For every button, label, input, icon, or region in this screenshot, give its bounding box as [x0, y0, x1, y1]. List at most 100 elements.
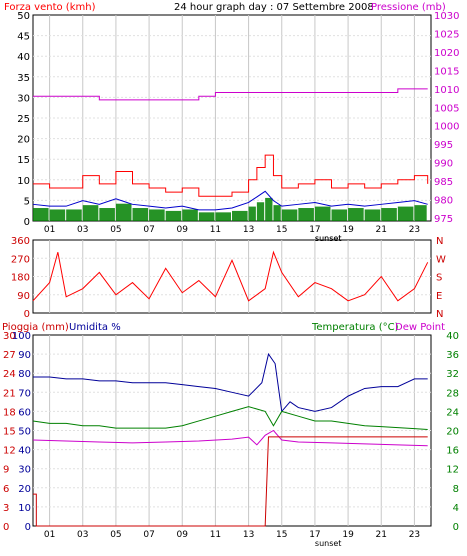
humidity-axis-title: Umidita %	[69, 322, 121, 333]
wind-tick-label: 50	[17, 11, 30, 22]
wind-bar	[198, 212, 215, 221]
wind-avg-line	[32, 190, 428, 211]
wind-bar	[331, 209, 348, 221]
temperature-line	[32, 406, 428, 431]
rain-tick-label: 27	[3, 350, 16, 361]
hour-tick-label: 15	[276, 530, 287, 540]
humidity-tick-label: 70	[18, 388, 31, 399]
pressure-axis-title: Pressione (mb)	[371, 2, 446, 13]
pressure-tick-label: 1015	[434, 66, 459, 77]
temperature-tick-label: 4	[453, 503, 459, 514]
wind-bar	[82, 205, 99, 221]
pressure-tick-label: 1025	[434, 29, 459, 40]
sunset-label: sunset	[315, 234, 342, 243]
temperature-axis-title: Temperatura (°C)	[311, 322, 399, 333]
wind-max-line	[33, 154, 429, 197]
humidity-tick-label: 10	[18, 503, 31, 514]
compass-label: N	[436, 236, 443, 247]
wind-bar	[165, 210, 182, 221]
pressure-tick-label: 980	[434, 196, 453, 207]
hour-tick-label: 03	[77, 530, 88, 540]
humidity-tick-label: 100	[12, 331, 31, 342]
temperature-tick-label: 32	[446, 369, 459, 380]
hour-tick-label: 05	[110, 225, 121, 235]
pressure-line	[33, 88, 428, 101]
temperature-tick-label: 40	[446, 331, 459, 342]
hour-tick-label: 11	[210, 225, 221, 235]
wind-tick-label: 10	[17, 176, 30, 187]
pressure-tick-label: 1020	[434, 48, 459, 59]
pressure-tick-label: 985	[434, 177, 453, 188]
wind-bar	[364, 209, 381, 221]
wind-tick-label: 0	[24, 217, 30, 228]
wind-tick-label: 30	[17, 93, 30, 104]
hour-tick-label: 23	[409, 530, 420, 540]
wind-tick-label: 45	[17, 32, 30, 43]
humidity-tick-label: 60	[18, 407, 31, 418]
rain-tick-label: 9	[3, 465, 9, 476]
wind-bar	[298, 208, 314, 221]
hour-tick-label: 21	[376, 530, 387, 540]
wind-bar	[115, 203, 132, 221]
hour-tick-label: 15	[276, 225, 287, 235]
panel-direction-frame	[32, 239, 432, 314]
rain-tick-label: 18	[3, 407, 16, 418]
direction-tick-label: 0	[24, 309, 30, 320]
humidity-line	[33, 352, 428, 413]
hour-tick-label: 19	[342, 530, 354, 540]
wind-bar	[348, 208, 364, 221]
hour-tick-label: 09	[177, 530, 189, 540]
temperature-tick-label: 0	[453, 522, 459, 533]
sunset-label: sunset	[315, 539, 342, 548]
rain-tick-label: 3	[3, 503, 9, 514]
wind-direction-line	[32, 250, 429, 302]
wind-bar	[132, 208, 149, 221]
panel-wind-frame	[32, 14, 432, 222]
pressure-tick-label: 990	[434, 159, 453, 170]
chart-drawing-layer: 0510152025303540455097598098599099510001…	[3, 11, 459, 548]
rain-tick-label: 30	[3, 331, 16, 342]
rain-tick-label: 12	[3, 446, 16, 457]
wind-bar	[314, 206, 331, 221]
compass-label: S	[436, 273, 442, 284]
hour-tick-label: 01	[44, 225, 55, 235]
temperature-tick-label: 8	[453, 484, 459, 495]
direction-tick-label: 90	[17, 291, 30, 302]
wind-bar	[149, 209, 165, 221]
hour-tick-label: 03	[77, 225, 88, 235]
rain-tick-label: 24	[3, 369, 16, 380]
wind-tick-label: 25	[17, 114, 30, 125]
rain-tick-label: 0	[3, 522, 9, 533]
wind-bar	[381, 208, 397, 221]
wind-bar	[215, 212, 231, 221]
pressure-tick-label: 1030	[434, 11, 459, 22]
wind-bar	[182, 209, 198, 221]
humidity-tick-label: 90	[18, 350, 31, 361]
dewpoint-axis-title: Dew Point	[395, 322, 445, 333]
panel-climate-frame	[32, 334, 432, 527]
compass-label: W	[436, 254, 446, 265]
wind-bar	[273, 205, 281, 221]
wind-tick-label: 20	[17, 135, 30, 146]
wind-bar	[49, 209, 66, 221]
pressure-tick-label: 975	[434, 214, 453, 225]
temperature-tick-label: 16	[446, 446, 459, 457]
hour-tick-label: 19	[342, 225, 354, 235]
wind-bar	[397, 206, 414, 221]
hour-tick-label: 05	[110, 530, 121, 540]
humidity-tick-label: 80	[18, 369, 31, 380]
hour-tick-label: 13	[243, 530, 254, 540]
hour-tick-label: 09	[177, 225, 189, 235]
sunset-label: sunset	[315, 234, 342, 243]
wind-bar	[66, 209, 82, 221]
direction-tick-label: 270	[11, 254, 30, 265]
direction-tick-label: 180	[11, 273, 30, 284]
wind-axis-title: Forza vento (kmh)	[4, 2, 96, 13]
temperature-tick-label: 12	[446, 465, 459, 476]
rain-axis-title: Pioggia (mm)	[2, 322, 69, 333]
humidity-tick-label: 50	[18, 427, 31, 438]
humidity-tick-label: 40	[18, 446, 31, 457]
rain-tick-label: 6	[3, 484, 9, 495]
